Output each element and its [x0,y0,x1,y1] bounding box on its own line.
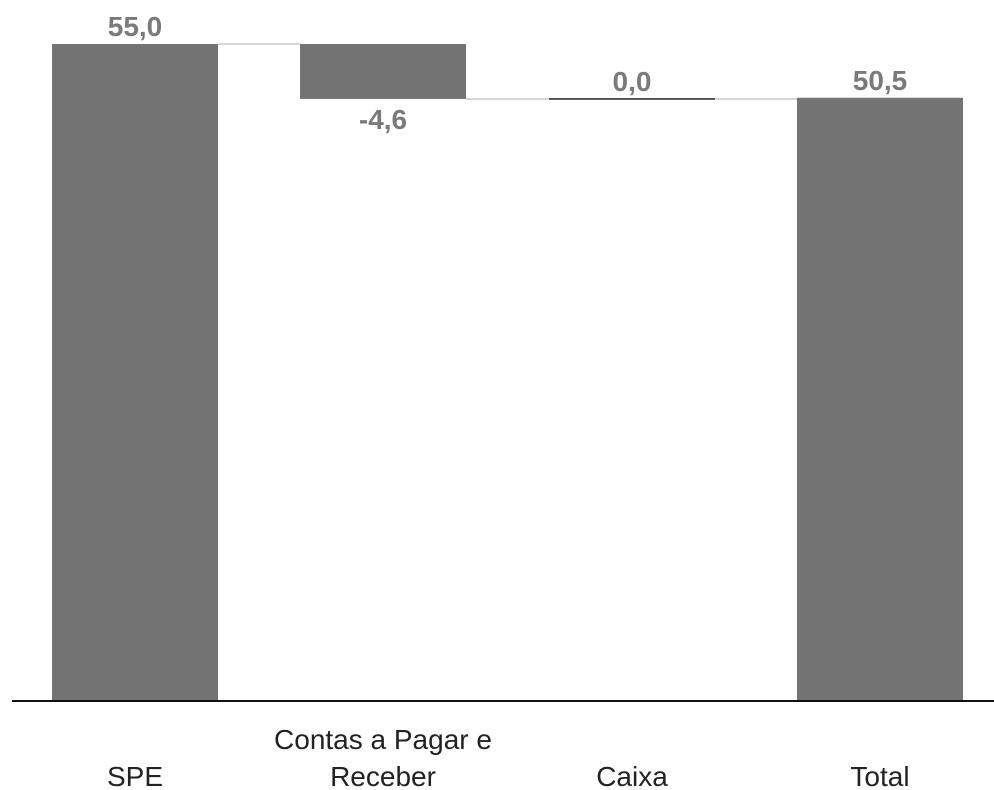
category-label-caixa: Caixa [596,761,668,790]
value-label-caixa: 0,0 [613,66,652,97]
category-label-contas-a-pagar-e-receber-line-2: Receber [330,761,436,790]
value-label-spe: 55,0 [108,11,163,42]
connector-lines [218,43,797,100]
bar-spe [52,44,218,701]
bar-total [797,97,963,702]
value-labels-group: 55,0 -4,6 0,0 50,5 [108,11,908,135]
value-label-contas-a-pagar-e-receber: -4,6 [359,104,407,135]
bar-contas-a-pagar-e-receber [300,44,466,99]
bars-group [52,44,963,702]
category-label-total: Total [850,761,909,790]
category-label-contas-a-pagar-e-receber-line-1: Contas a Pagar e [274,724,492,755]
category-labels-group: SPE Contas a Pagar e Receber Caixa Total [107,724,910,790]
value-label-total: 50,5 [853,65,908,96]
category-label-spe: SPE [107,761,163,790]
